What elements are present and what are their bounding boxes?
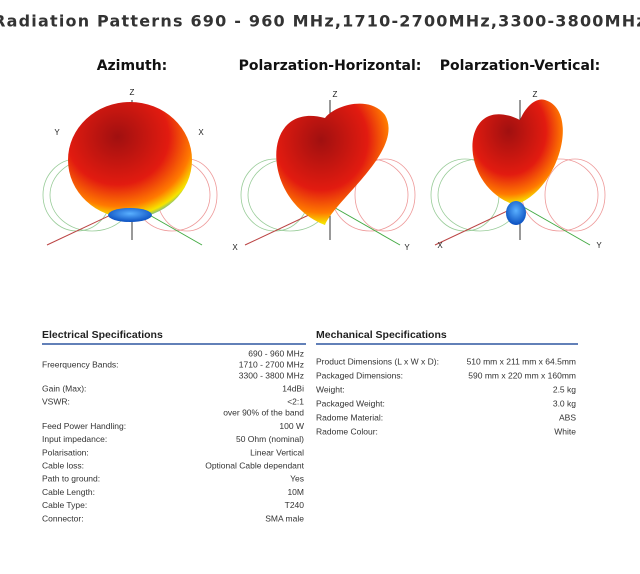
spec-label: Packaged Dimensions: xyxy=(316,370,403,380)
spec-value: <2:1 xyxy=(287,397,304,407)
pattern-caption: Polarzation-Horizontal: xyxy=(239,58,422,74)
spec-value: Yes xyxy=(290,474,304,484)
wire-loop xyxy=(544,158,606,232)
spec-label: Cable Type: xyxy=(42,500,87,510)
spec-label: Product Dimensions (L x W x D): xyxy=(316,356,439,366)
spec-value: 2.5 kg xyxy=(553,384,576,394)
spec-value: 690 - 960 MHz xyxy=(248,348,304,358)
spec-value: over 90% of the band xyxy=(223,408,304,418)
spec-value: 14dBi xyxy=(282,383,304,393)
spec-value: 100 W xyxy=(279,421,304,431)
axis-label: Y xyxy=(596,241,602,250)
lobe-base xyxy=(108,208,152,222)
spec-value: ABS xyxy=(559,412,576,422)
axis-line xyxy=(434,204,521,246)
lobe xyxy=(68,102,192,218)
axis-line xyxy=(519,204,591,246)
spec-label: Connector: xyxy=(42,513,84,523)
spec-value: Linear Vertical xyxy=(250,447,304,457)
spec-label: VSWR: xyxy=(42,397,70,407)
spec-label: Freerquency Bands: xyxy=(42,359,119,369)
patterns: Azimuth: Z Y X Polarzation-Horizontal: Z X Y Pol… xyxy=(42,58,606,252)
axis-label: Z xyxy=(333,90,338,99)
spec-heading: Mechanical Specifications xyxy=(316,329,447,341)
specs: Electrical Specifications Freerquency Ban… xyxy=(42,329,578,523)
spec-label: Polarisation: xyxy=(42,447,89,457)
page-title: Radiation Patterns 690 - 960 MHz,1710-27… xyxy=(0,12,640,31)
spec-value: 3.0 kg xyxy=(553,398,576,408)
spec-label: Weight: xyxy=(316,384,345,394)
spec-label: Radome Material: xyxy=(316,412,383,422)
axis-label: Y xyxy=(404,243,410,252)
spec-label: Input impedance: xyxy=(42,434,107,444)
spec-heading: Electrical Specifications xyxy=(42,329,163,341)
spec-label: Cable Length: xyxy=(42,487,95,497)
spec-value: 1710 - 2700 MHz xyxy=(239,359,304,369)
lobe xyxy=(472,99,563,205)
spec-value: SMA male xyxy=(265,513,304,523)
pattern-caption: Azimuth: xyxy=(97,58,168,74)
axis-label: X xyxy=(437,241,443,250)
lobe-base xyxy=(506,201,526,225)
pattern-figure: Z X Y xyxy=(430,90,606,250)
spec-label: Feed Power Handling: xyxy=(42,421,126,431)
axis-label: Z xyxy=(130,88,135,97)
wire-loop xyxy=(354,158,416,232)
spec-value: 50 Ohm (nominal) xyxy=(236,434,304,444)
pattern-caption: Polarzation-Vertical: xyxy=(440,58,601,74)
pattern-figure: Z X Y xyxy=(232,90,416,252)
spec-label: Cable loss: xyxy=(42,460,84,470)
spec-value: T240 xyxy=(285,500,305,510)
axis-line xyxy=(329,204,401,246)
spec-value: 510 mm x 211 mm x 64.5mm xyxy=(467,356,576,366)
spec-value: 3300 - 3800 MHz xyxy=(239,370,304,380)
spec-value: White xyxy=(554,426,576,436)
spec-label: Radome Colour: xyxy=(316,426,378,436)
axis-label: Z xyxy=(533,90,538,99)
spec-label: Path to ground: xyxy=(42,474,100,484)
spec-value: 590 mm x 220 mm x 160mm xyxy=(468,370,576,380)
lobe xyxy=(276,103,389,225)
axis-label: Y xyxy=(54,128,60,137)
pattern-figure: Z Y X xyxy=(42,88,218,246)
spec-label: Packaged Weight: xyxy=(316,398,385,408)
spec-value: 10M xyxy=(287,487,304,497)
axis-label: X xyxy=(232,243,238,252)
spec-label: Gain (Max): xyxy=(42,383,86,393)
axis-label: X xyxy=(198,128,204,137)
spec-value: Optional Cable dependant xyxy=(205,460,304,470)
